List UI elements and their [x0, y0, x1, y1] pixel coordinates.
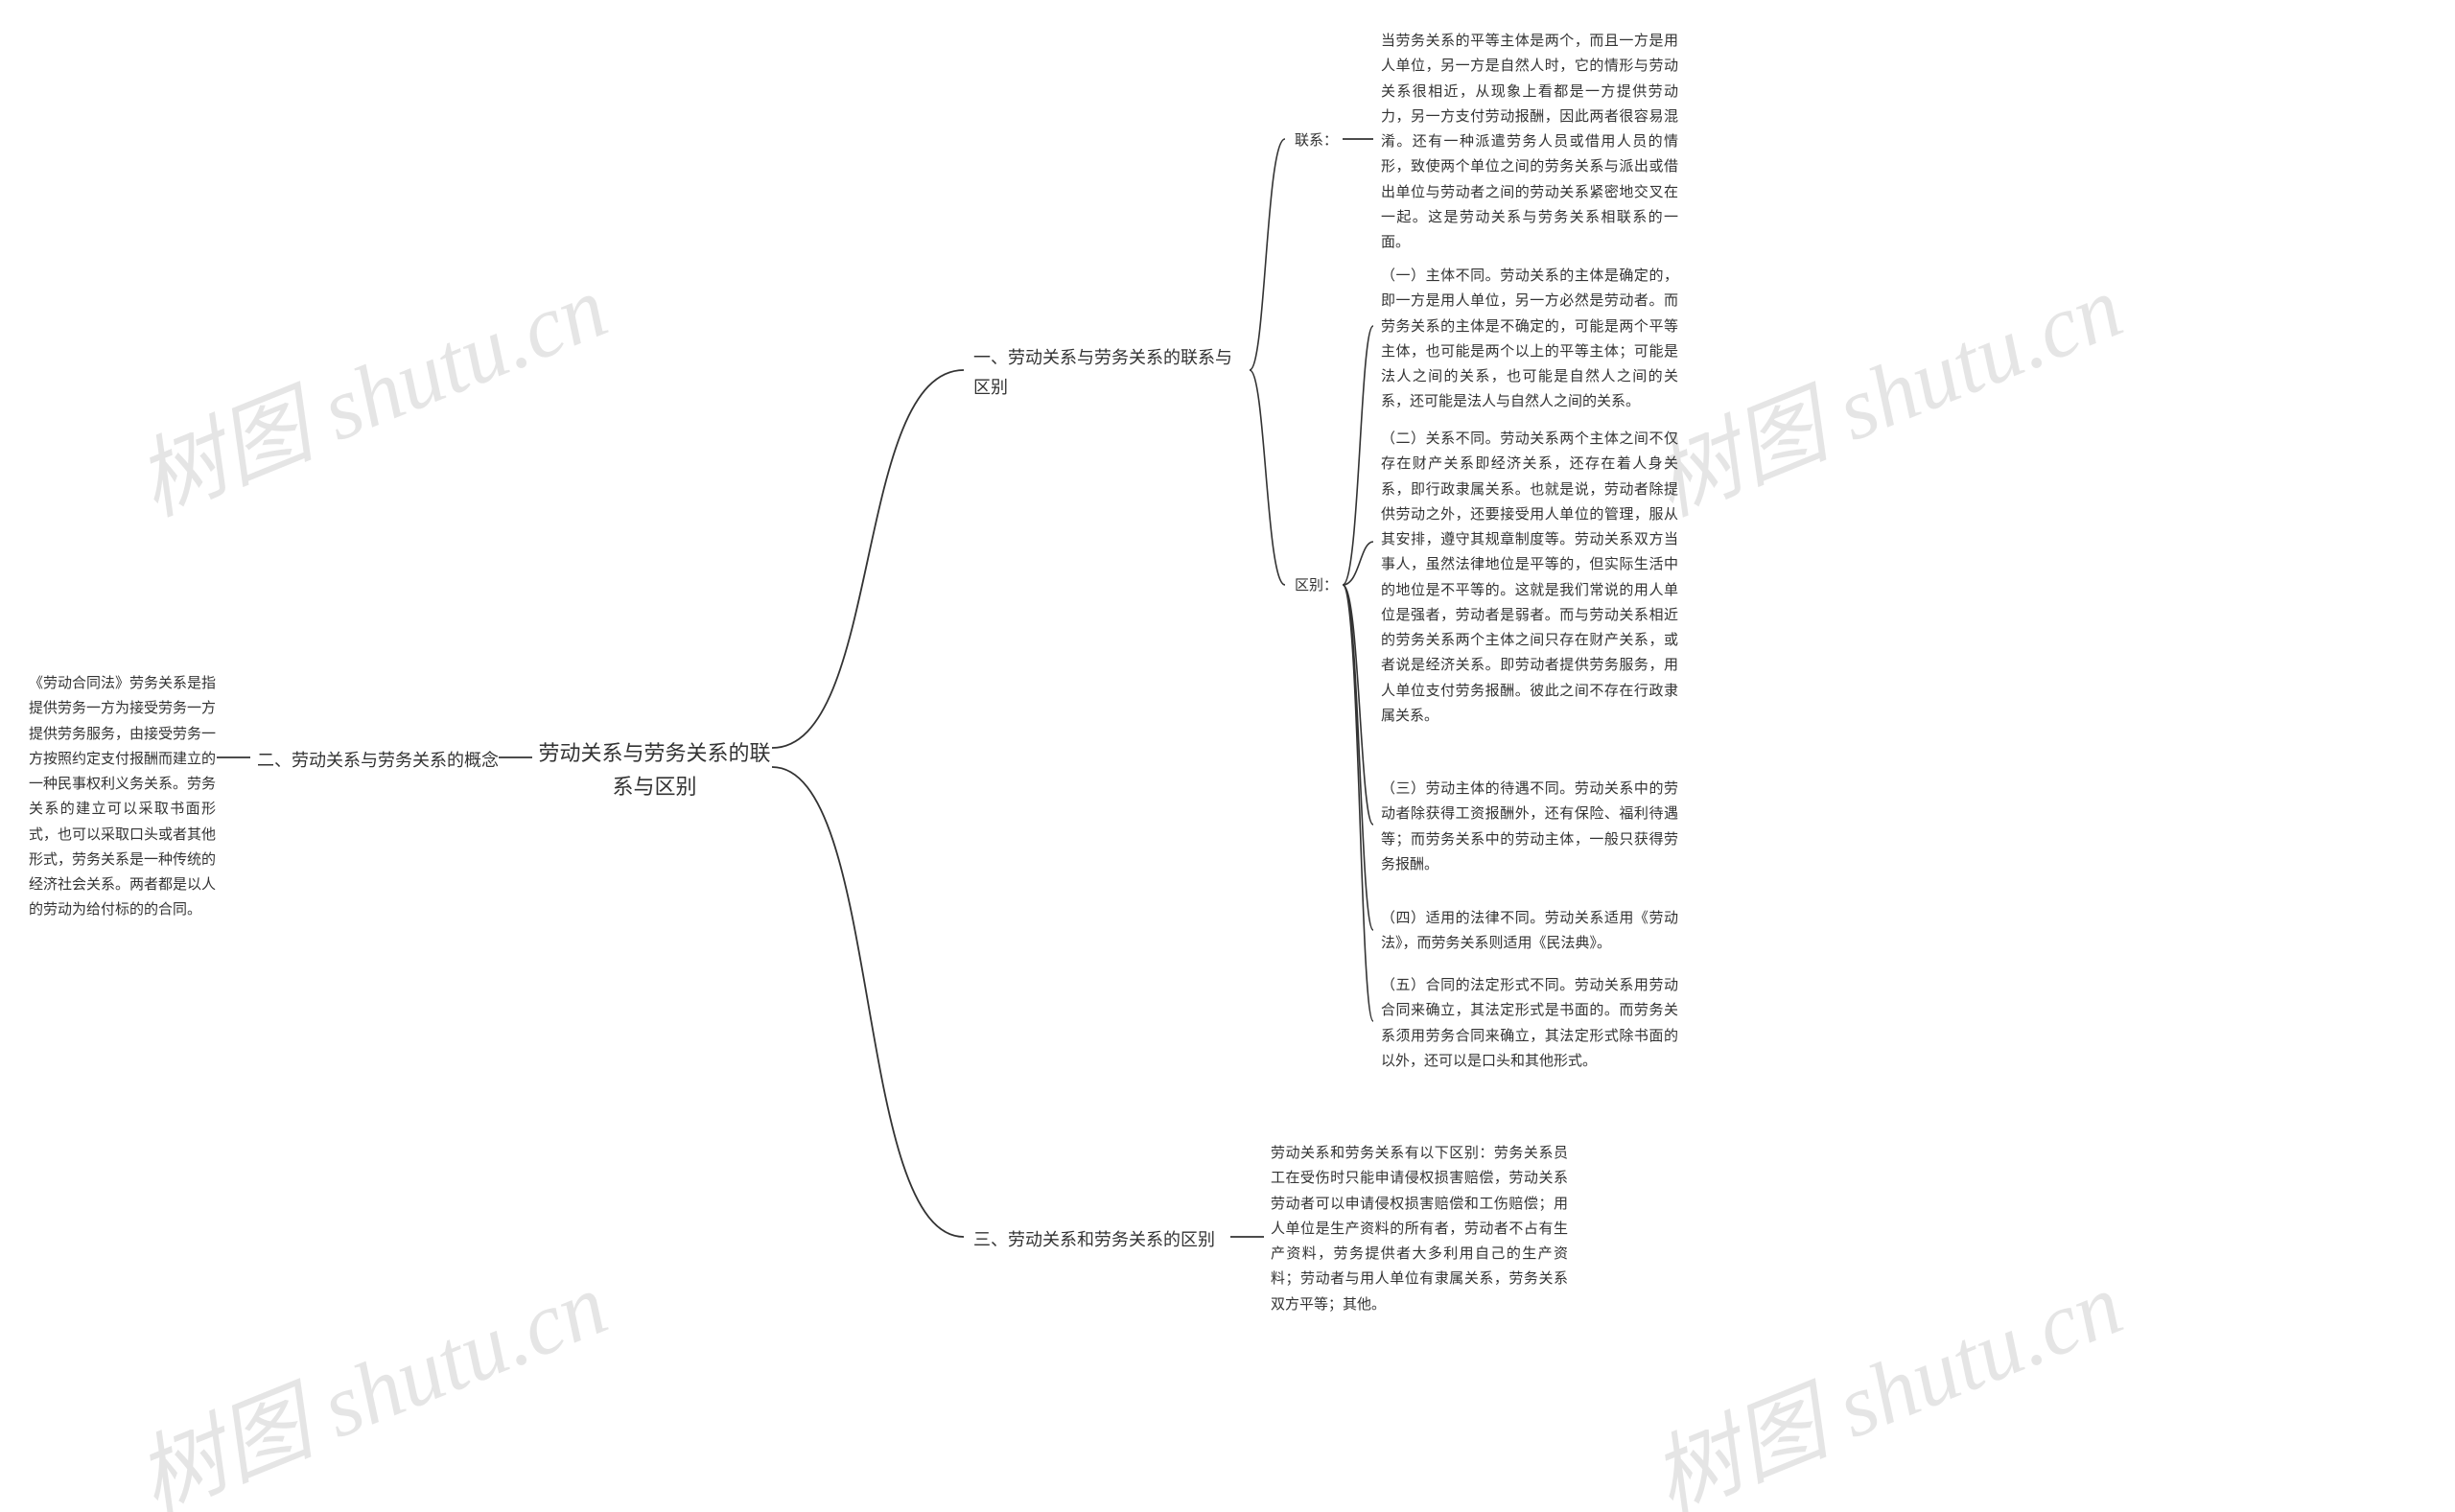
qubie-d1: （一）主体不同。劳动关系的主体是确定的，即一方是用人单位，另一方必然是劳动者。而… [1381, 264, 1678, 415]
qubie-d3: （三）劳动主体的待遇不同。劳动关系中的劳动者除获得工资报酬外，还有保险、福利待遇… [1381, 777, 1678, 877]
section1-title: 一、劳动关系与劳务关系的联系与 区别 [973, 343, 1261, 402]
watermark: 树图 shutu.cn [115, 236, 621, 540]
root-line1: 劳动关系与劳务关系的联 [538, 741, 770, 765]
section1-title-l2: 区别 [973, 378, 1008, 397]
watermark: 树图 shutu.cn [1630, 236, 2137, 540]
qubie-d4: （四）适用的法律不同。劳动关系适用《劳动法》，而劳务关系则适用《民法典》。 [1381, 906, 1678, 957]
section1-title-l1: 一、劳动关系与劳务关系的联系与 [973, 348, 1232, 367]
qubie-d2: （二）关系不同。劳动关系两个主体之间不仅存在财产关系即经济关系，还存在着人身关系… [1381, 427, 1678, 729]
section2-title: 二、劳动关系与劳务关系的概念 [257, 746, 499, 776]
root-node: 劳动关系与劳务关系的联 系与区别 [537, 736, 772, 803]
watermark: 树图 shutu.cn [1630, 1233, 2137, 1512]
section3-body: 劳动关系和劳务关系有以下区别：劳务关系员工在受伤时只能申请侵权损害赔偿，劳动关系… [1271, 1141, 1568, 1317]
section3-title: 三、劳动关系和劳务关系的区别 [973, 1225, 1215, 1255]
qubie-label: 区别： [1295, 573, 1338, 598]
lianxi-body: 当劳务关系的平等主体是两个，而且一方是用人单位，另一方是自然人时，它的情形与劳动… [1381, 29, 1678, 255]
watermark: 树图 shutu.cn [115, 1233, 621, 1512]
section2-body: 《劳动合同法》劳务关系是指提供劳务一方为接受劳务一方提供劳务服务，由接受劳务一方… [29, 671, 216, 923]
qubie-d5: （五）合同的法定形式不同。劳动关系用劳动合同来确立，其法定形式是书面的。而劳务关… [1381, 973, 1678, 1074]
lianxi-label: 联系： [1295, 128, 1338, 153]
root-line2: 系与区别 [612, 775, 696, 799]
